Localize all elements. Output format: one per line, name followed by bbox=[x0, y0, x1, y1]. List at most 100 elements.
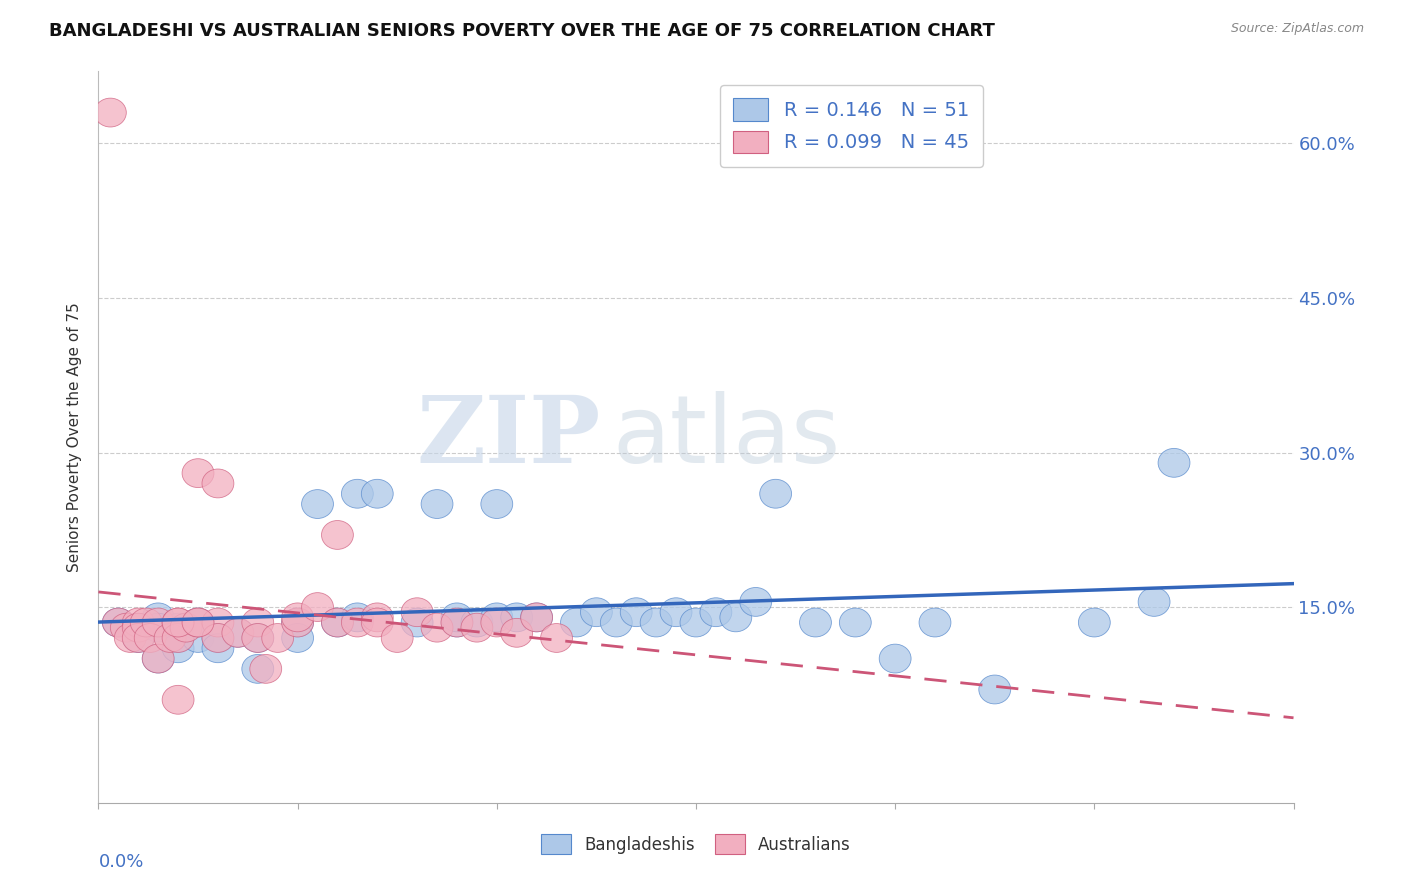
Ellipse shape bbox=[162, 685, 194, 714]
Ellipse shape bbox=[142, 603, 174, 632]
Ellipse shape bbox=[581, 598, 613, 627]
Ellipse shape bbox=[183, 608, 214, 637]
Ellipse shape bbox=[920, 608, 950, 637]
Ellipse shape bbox=[401, 598, 433, 627]
Ellipse shape bbox=[222, 618, 254, 648]
Text: ZIP: ZIP bbox=[416, 392, 600, 482]
Ellipse shape bbox=[162, 624, 194, 652]
Ellipse shape bbox=[122, 613, 155, 642]
Ellipse shape bbox=[162, 608, 194, 637]
Ellipse shape bbox=[361, 603, 394, 632]
Ellipse shape bbox=[122, 624, 155, 652]
Ellipse shape bbox=[661, 598, 692, 627]
Ellipse shape bbox=[342, 479, 374, 508]
Ellipse shape bbox=[1139, 588, 1170, 616]
Ellipse shape bbox=[481, 490, 513, 518]
Ellipse shape bbox=[979, 675, 1011, 704]
Ellipse shape bbox=[879, 644, 911, 673]
Ellipse shape bbox=[1159, 449, 1189, 477]
Ellipse shape bbox=[281, 624, 314, 652]
Ellipse shape bbox=[540, 624, 572, 652]
Ellipse shape bbox=[202, 469, 233, 498]
Ellipse shape bbox=[501, 618, 533, 648]
Ellipse shape bbox=[302, 592, 333, 622]
Ellipse shape bbox=[759, 479, 792, 508]
Ellipse shape bbox=[361, 479, 394, 508]
Ellipse shape bbox=[242, 608, 274, 637]
Text: atlas: atlas bbox=[613, 391, 841, 483]
Ellipse shape bbox=[222, 618, 254, 648]
Ellipse shape bbox=[640, 608, 672, 637]
Ellipse shape bbox=[620, 598, 652, 627]
Ellipse shape bbox=[381, 624, 413, 652]
Ellipse shape bbox=[481, 608, 513, 637]
Ellipse shape bbox=[281, 608, 314, 637]
Ellipse shape bbox=[322, 608, 353, 637]
Ellipse shape bbox=[481, 603, 513, 632]
Ellipse shape bbox=[740, 588, 772, 616]
Y-axis label: Seniors Poverty Over the Age of 75: Seniors Poverty Over the Age of 75 bbox=[67, 302, 83, 572]
Ellipse shape bbox=[302, 490, 333, 518]
Ellipse shape bbox=[700, 598, 733, 627]
Ellipse shape bbox=[122, 624, 155, 652]
Ellipse shape bbox=[111, 613, 142, 642]
Ellipse shape bbox=[242, 655, 274, 683]
Ellipse shape bbox=[202, 624, 233, 652]
Legend: Bangladeshis, Australians: Bangladeshis, Australians bbox=[534, 828, 858, 860]
Ellipse shape bbox=[162, 634, 194, 663]
Ellipse shape bbox=[162, 613, 194, 642]
Ellipse shape bbox=[461, 608, 494, 637]
Ellipse shape bbox=[122, 608, 155, 637]
Ellipse shape bbox=[142, 613, 174, 642]
Ellipse shape bbox=[322, 608, 353, 637]
Ellipse shape bbox=[94, 98, 127, 127]
Ellipse shape bbox=[401, 608, 433, 637]
Ellipse shape bbox=[170, 613, 202, 642]
Ellipse shape bbox=[520, 603, 553, 632]
Ellipse shape bbox=[422, 613, 453, 642]
Ellipse shape bbox=[342, 608, 374, 637]
Ellipse shape bbox=[155, 624, 186, 652]
Ellipse shape bbox=[322, 521, 353, 549]
Ellipse shape bbox=[839, 608, 872, 637]
Ellipse shape bbox=[600, 608, 633, 637]
Ellipse shape bbox=[441, 608, 472, 637]
Text: Source: ZipAtlas.com: Source: ZipAtlas.com bbox=[1230, 22, 1364, 36]
Ellipse shape bbox=[114, 624, 146, 652]
Ellipse shape bbox=[183, 624, 214, 652]
Ellipse shape bbox=[342, 603, 374, 632]
Ellipse shape bbox=[250, 655, 281, 683]
Ellipse shape bbox=[520, 603, 553, 632]
Ellipse shape bbox=[162, 624, 194, 652]
Ellipse shape bbox=[281, 608, 314, 637]
Ellipse shape bbox=[441, 603, 472, 632]
Ellipse shape bbox=[122, 613, 155, 642]
Ellipse shape bbox=[441, 608, 472, 637]
Ellipse shape bbox=[202, 624, 233, 652]
Ellipse shape bbox=[103, 608, 135, 637]
Ellipse shape bbox=[183, 458, 214, 488]
Ellipse shape bbox=[681, 608, 711, 637]
Ellipse shape bbox=[142, 644, 174, 673]
Ellipse shape bbox=[135, 624, 166, 652]
Ellipse shape bbox=[162, 608, 194, 637]
Ellipse shape bbox=[142, 608, 174, 637]
Ellipse shape bbox=[422, 490, 453, 518]
Ellipse shape bbox=[720, 603, 752, 632]
Ellipse shape bbox=[183, 608, 214, 637]
Ellipse shape bbox=[131, 608, 162, 637]
Ellipse shape bbox=[103, 608, 135, 637]
Ellipse shape bbox=[262, 624, 294, 652]
Ellipse shape bbox=[142, 644, 174, 673]
Ellipse shape bbox=[501, 603, 533, 632]
Ellipse shape bbox=[242, 624, 274, 652]
Ellipse shape bbox=[202, 608, 233, 637]
Ellipse shape bbox=[1078, 608, 1111, 637]
Ellipse shape bbox=[561, 608, 592, 637]
Text: 0.0%: 0.0% bbox=[98, 853, 143, 871]
Ellipse shape bbox=[202, 634, 233, 663]
Ellipse shape bbox=[183, 608, 214, 637]
Ellipse shape bbox=[361, 608, 394, 637]
Ellipse shape bbox=[281, 603, 314, 632]
Text: BANGLADESHI VS AUSTRALIAN SENIORS POVERTY OVER THE AGE OF 75 CORRELATION CHART: BANGLADESHI VS AUSTRALIAN SENIORS POVERT… bbox=[49, 22, 995, 40]
